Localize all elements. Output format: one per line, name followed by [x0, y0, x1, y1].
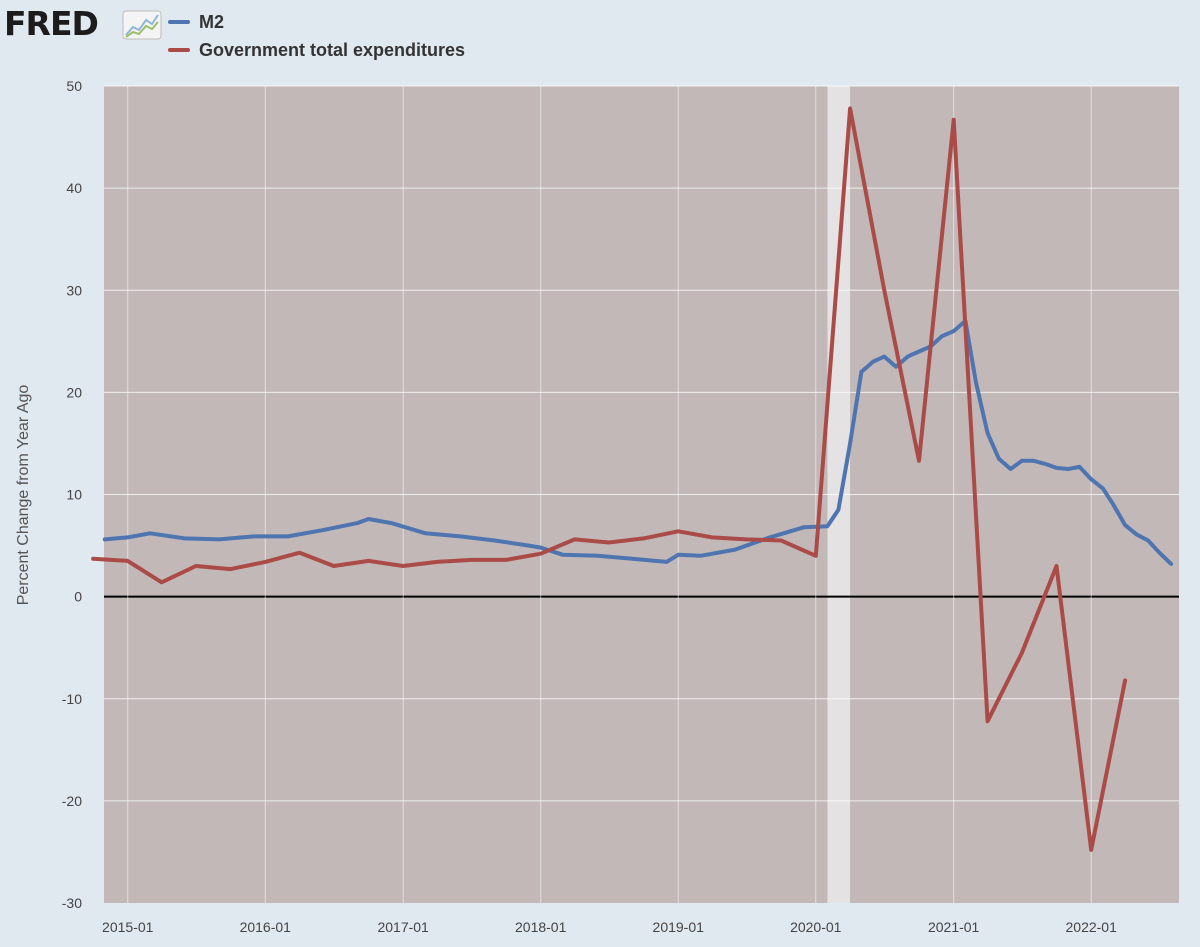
- x-tick-label: 2017-01: [377, 919, 429, 935]
- x-tick-label: 2015-01: [102, 919, 154, 935]
- x-tick-label: 2021-01: [928, 919, 980, 935]
- legend-item-m2[interactable]: M2: [168, 8, 465, 36]
- legend-label-government-expenditures: Government total expenditures: [199, 39, 466, 60]
- series-line-m2[interactable]: [102, 318, 1174, 566]
- y-tick-label: 10: [66, 487, 82, 503]
- legend-item-government-expenditures[interactable]: Government total expenditures: [168, 36, 465, 64]
- y-tick-label: 30: [66, 282, 82, 298]
- legend-label-m2: M2: [199, 11, 225, 32]
- fred-logo-text: FRED: [4, 4, 99, 43]
- y-tick-label: -10: [62, 691, 82, 707]
- y-tick-label: 0: [74, 589, 82, 605]
- y-tick-label: -20: [62, 793, 82, 809]
- x-tick-label: 2018-01: [515, 919, 567, 935]
- legend-swatch-government-expenditures: [168, 48, 190, 52]
- fred-logo[interactable]: FRED: [4, 2, 164, 44]
- chart-legend: M2 Government total expenditures: [168, 8, 465, 64]
- x-tick-label: 2019-01: [653, 919, 705, 935]
- x-tick-label: 2022-01: [1066, 919, 1118, 935]
- x-tick-label: 2016-01: [240, 919, 292, 935]
- series-line-government-expenditures[interactable]: [91, 106, 1128, 852]
- y-tick-label: 20: [66, 384, 82, 400]
- line-chart-icon: [122, 10, 162, 40]
- x-tick-label: 2020-01: [790, 919, 842, 935]
- y-tick-label: -30: [62, 895, 82, 911]
- y-tick-label: 40: [66, 180, 82, 196]
- y-tick-label: 50: [66, 78, 82, 94]
- legend-swatch-m2: [168, 20, 190, 24]
